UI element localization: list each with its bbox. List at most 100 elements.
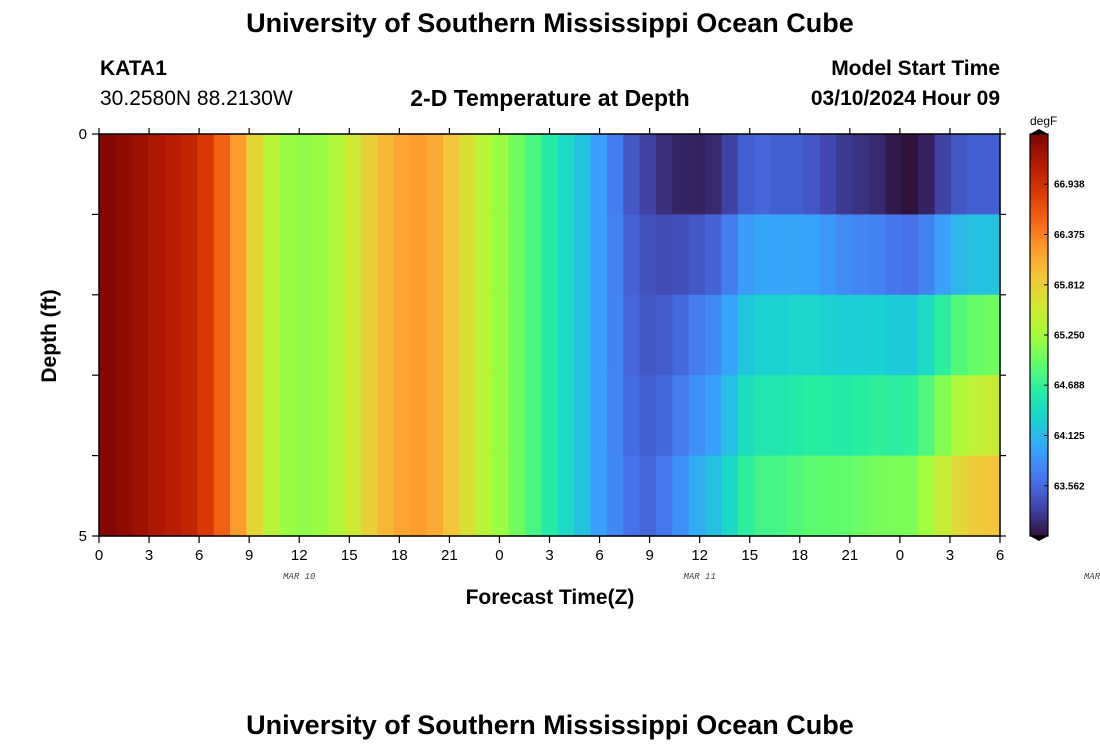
heatmap-cell [705, 294, 723, 376]
heatmap-cell [475, 214, 493, 296]
heatmap-cell [918, 134, 936, 215]
heatmap-cell [557, 214, 575, 296]
heatmap-cell [524, 214, 542, 296]
colorbar-tick-label: 66.938 [1054, 180, 1085, 191]
heatmap-cell [885, 134, 903, 215]
heatmap-cell [131, 294, 149, 376]
heatmap-cell [770, 455, 788, 537]
heatmap-cell [279, 375, 297, 457]
colorbar-top-cap [1030, 129, 1048, 134]
heatmap-cell [164, 134, 182, 215]
heatmap-cell [459, 294, 477, 376]
heatmap-cell [819, 214, 837, 296]
colorbar-bottom-cap [1030, 536, 1048, 541]
x-tick-label: 15 [341, 547, 358, 564]
heatmap-cell [934, 455, 952, 537]
x-tick-label: 0 [896, 547, 904, 564]
heatmap-cell [361, 134, 379, 215]
heatmap-cells [99, 134, 1001, 537]
heatmap-cell [983, 455, 1001, 537]
heatmap-cell [819, 134, 837, 215]
heatmap-cell [934, 214, 952, 296]
heatmap-cell [295, 134, 313, 215]
heatmap-cell [279, 214, 297, 296]
heatmap-cell [836, 375, 854, 457]
heatmap-cell [950, 455, 968, 537]
heatmap-cell [967, 294, 985, 376]
heatmap-cell [197, 134, 215, 215]
heatmap-cell [148, 455, 166, 537]
page-title: University of Southern Mississippi Ocean… [246, 8, 854, 38]
heatmap-cell [623, 214, 641, 296]
heatmap-cell [475, 294, 493, 376]
heatmap-cell [311, 455, 329, 537]
heatmap-cell [148, 134, 166, 215]
heatmap-cell [99, 375, 116, 457]
heatmap-cell [754, 214, 772, 296]
heatmap-cell [443, 375, 460, 457]
heatmap-cell [295, 455, 313, 537]
heatmap-cell [262, 375, 280, 457]
heatmap-cell [836, 134, 854, 215]
heatmap-cell [623, 375, 641, 457]
heatmap-cell [705, 214, 723, 296]
heatmap-cell [99, 214, 116, 296]
heatmap-cell [852, 455, 870, 537]
heatmap-cell [197, 294, 215, 376]
heatmap-cell [377, 455, 395, 537]
heatmap-cell [918, 294, 936, 376]
heatmap-cell [639, 134, 657, 215]
x-tick-label: 0 [495, 547, 503, 564]
heatmap-cell [574, 375, 592, 457]
heatmap-cell [443, 294, 460, 376]
heatmap-cell [508, 134, 526, 215]
station-location: 30.2580N 88.2130W [100, 87, 293, 110]
heatmap-cell [967, 455, 985, 537]
heatmap-cell [918, 375, 936, 457]
heatmap-cell [639, 375, 657, 457]
heatmap-cell [246, 214, 264, 296]
heatmap-cell [393, 214, 411, 296]
heatmap-cell [655, 214, 673, 296]
heatmap-cell [131, 134, 149, 215]
heatmap-cell [836, 294, 854, 376]
heatmap-cell [246, 134, 264, 215]
heatmap-cell [246, 375, 264, 457]
heatmap-cell [868, 455, 886, 537]
heatmap-cell [197, 214, 215, 296]
heatmap-cell [737, 214, 755, 296]
heatmap-cell [393, 294, 411, 376]
heatmap-cell [508, 294, 526, 376]
heatmap-cell [443, 134, 460, 215]
heatmap-cell [606, 294, 624, 376]
heatmap-cell [131, 455, 149, 537]
heatmap-cell [426, 214, 444, 296]
heatmap-cell [803, 134, 821, 215]
x-tick-label: 15 [741, 547, 758, 564]
heatmap-cell [148, 375, 166, 457]
heatmap-cell [901, 455, 919, 537]
heatmap-cell [688, 214, 706, 296]
heatmap-cell [655, 375, 673, 457]
x-tick-label: 9 [245, 547, 253, 564]
x-tick-label: 18 [791, 547, 808, 564]
heatmap-cell [393, 455, 411, 537]
heatmap-cell [557, 134, 575, 215]
heatmap-cell [901, 294, 919, 376]
heatmap-cell [410, 294, 428, 376]
heatmap-cell [377, 214, 395, 296]
heatmap-cell [328, 375, 346, 457]
heatmap-cell [819, 294, 837, 376]
heatmap-cell [328, 294, 346, 376]
heatmap-cell [115, 294, 133, 376]
heatmap-cell [213, 214, 231, 296]
x-tick-label: 3 [145, 547, 153, 564]
heatmap-cell [852, 134, 870, 215]
heatmap-cell [590, 375, 608, 457]
heatmap-cell [262, 214, 280, 296]
heatmap-cell [377, 134, 395, 215]
x-tick-label: 0 [95, 547, 103, 564]
heatmap-cell [180, 455, 198, 537]
heatmap-cell [295, 214, 313, 296]
heatmap-cell [590, 214, 608, 296]
